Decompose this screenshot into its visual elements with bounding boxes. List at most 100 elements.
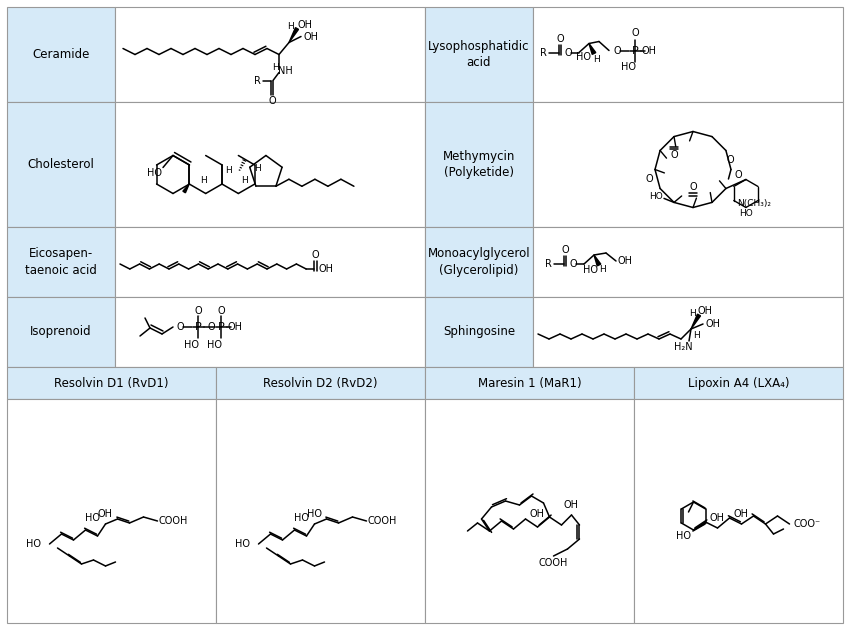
Text: R: R — [545, 259, 552, 269]
Bar — [425, 7, 533, 102]
Text: OH: OH — [734, 509, 749, 519]
Text: HO: HO — [583, 265, 598, 275]
Text: P: P — [195, 322, 201, 332]
Text: COOH: COOH — [159, 516, 188, 526]
Text: HO: HO — [148, 168, 162, 178]
Text: OH: OH — [564, 500, 579, 510]
Text: H: H — [689, 309, 696, 318]
Text: Resolvin D1 (RvD1): Resolvin D1 (RvD1) — [54, 377, 169, 389]
Text: H: H — [273, 63, 280, 72]
Bar — [425, 227, 533, 297]
Bar — [115, 102, 425, 227]
Text: N(CH₃)₂: N(CH₃)₂ — [737, 199, 771, 208]
Text: OH: OH — [698, 306, 712, 316]
Text: Isoprenoid: Isoprenoid — [31, 326, 92, 338]
Text: P: P — [632, 45, 638, 55]
Text: Lipoxin A4 (LXA₄): Lipoxin A4 (LXA₄) — [688, 377, 790, 389]
Bar — [533, 297, 843, 367]
Text: H: H — [254, 164, 261, 173]
Text: H: H — [593, 55, 600, 64]
Text: H: H — [241, 176, 247, 185]
Bar — [7, 227, 115, 297]
Text: R: R — [540, 47, 547, 57]
Text: O: O — [311, 250, 319, 260]
Text: Methymycin
(Polyketide): Methymycin (Polyketide) — [443, 150, 515, 180]
Bar — [115, 227, 425, 297]
Text: Sphingosine: Sphingosine — [443, 326, 515, 338]
Text: OH: OH — [710, 513, 725, 523]
Text: O: O — [218, 306, 224, 316]
Text: HO: HO — [235, 539, 251, 549]
Bar — [425, 367, 634, 399]
Text: O: O — [734, 169, 742, 180]
Text: O: O — [632, 28, 639, 38]
Bar — [216, 367, 425, 399]
Text: O: O — [689, 183, 697, 193]
Text: O: O — [561, 245, 569, 255]
Text: HO: HO — [676, 531, 691, 541]
Bar — [634, 367, 843, 399]
Text: O: O — [670, 149, 677, 159]
Text: NH: NH — [278, 66, 292, 76]
Bar — [7, 367, 216, 399]
Text: R: R — [253, 76, 260, 86]
Text: H: H — [225, 166, 232, 175]
Bar — [425, 102, 533, 227]
Text: O: O — [269, 96, 275, 105]
Text: HO: HO — [85, 513, 100, 523]
Text: HO: HO — [26, 539, 42, 549]
Text: OH: OH — [228, 322, 242, 332]
Bar — [7, 7, 115, 102]
Text: Monoacylglycerol
(Glycerolipid): Monoacylglycerol (Glycerolipid) — [428, 247, 530, 277]
Text: O: O — [176, 322, 184, 332]
Bar — [533, 227, 843, 297]
Bar — [7, 102, 115, 227]
Polygon shape — [691, 314, 700, 329]
Text: OH: OH — [642, 45, 656, 55]
Text: Ceramide: Ceramide — [32, 48, 90, 61]
Text: O: O — [564, 47, 572, 57]
Text: H₂N: H₂N — [674, 342, 692, 352]
Bar — [7, 297, 115, 367]
Text: O: O — [556, 33, 564, 43]
Text: Eicosapen-
taenoic acid: Eicosapen- taenoic acid — [25, 247, 97, 277]
Text: O: O — [194, 306, 201, 316]
Text: Maresin 1 (MaR1): Maresin 1 (MaR1) — [478, 377, 581, 389]
Text: OH: OH — [303, 32, 319, 42]
Text: H: H — [287, 22, 294, 31]
Polygon shape — [183, 184, 190, 193]
Bar — [533, 7, 843, 102]
Text: O: O — [570, 259, 577, 269]
Text: Lysophosphatidic
acid: Lysophosphatidic acid — [428, 40, 530, 69]
Bar — [425, 399, 634, 623]
Bar — [634, 399, 843, 623]
Text: COOH: COOH — [368, 516, 397, 526]
Bar — [115, 7, 425, 102]
Text: O: O — [207, 322, 215, 332]
Text: HO: HO — [207, 340, 223, 350]
Text: HO: HO — [621, 62, 637, 72]
Text: COOH: COOH — [539, 558, 568, 568]
Text: O: O — [613, 45, 620, 55]
Text: H: H — [599, 265, 606, 275]
Text: HO: HO — [184, 340, 200, 350]
Text: Resolvin D2 (RvD2): Resolvin D2 (RvD2) — [264, 377, 377, 389]
Text: P: P — [218, 322, 224, 332]
Text: HO: HO — [294, 513, 309, 523]
Polygon shape — [289, 28, 298, 42]
Text: HO: HO — [739, 209, 753, 218]
Text: HO: HO — [307, 509, 322, 519]
Text: OH: OH — [530, 509, 545, 519]
Text: OH: OH — [298, 20, 313, 30]
Text: OH: OH — [706, 319, 721, 329]
Text: OH: OH — [319, 264, 334, 274]
Polygon shape — [594, 255, 601, 266]
Polygon shape — [589, 43, 596, 54]
Text: Cholesterol: Cholesterol — [27, 158, 94, 171]
Text: OH: OH — [98, 509, 113, 519]
Bar — [216, 399, 425, 623]
Text: OH: OH — [617, 256, 632, 266]
Bar — [115, 297, 425, 367]
Text: H: H — [694, 331, 700, 340]
Text: HO: HO — [576, 52, 592, 62]
